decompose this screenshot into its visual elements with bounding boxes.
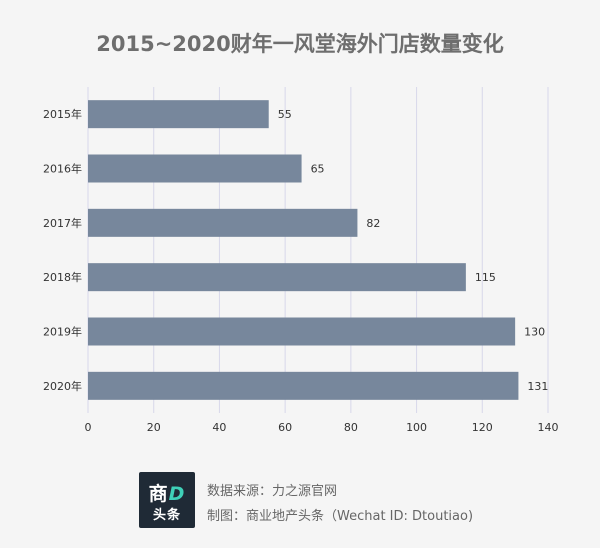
chart-credit-note: 制图：商业地产头条（Wechat ID: Dtoutiao) [207,509,474,524]
y-tick-label: 2017年 [43,216,82,230]
grid-lines [87,87,549,413]
data-source-note: 数据来源：力之源官网 [207,484,338,499]
bar-2020年 [88,371,519,400]
x-tick-label: 20 [147,421,161,434]
labels: 0 20 40 60 80 100 120 140 2015年 55 2016年 65 2017年 82 2… [43,107,559,434]
logo-bottom-text: 头条 [152,508,181,523]
x-tick-label: 100 [406,421,427,434]
logo-top-text: 商D [139,479,195,506]
bar-2015年 [88,100,269,129]
bar-2017年 [88,208,358,237]
x-tick-label: 60 [278,421,292,434]
y-tick-label: 2019年 [43,325,82,339]
y-tick-label: 2015年 [43,107,82,121]
y-tick-label: 2020年 [43,379,82,393]
bar-2019年 [88,317,516,346]
x-tick-label: 0 [85,421,92,434]
bar-2018年 [88,263,466,292]
bar-value-label: 130 [524,326,545,339]
bar-value-label: 65 [311,163,325,176]
footer: 商D 头条 数据来源：力之源官网 制图：商业地产头条（Wechat ID: Dt… [139,472,559,530]
brand-logo: 商D 头条 [139,472,195,528]
y-tick-label: 2016年 [43,162,82,176]
y-tick-label: 2018年 [43,270,82,284]
bar-value-label: 131 [527,380,548,393]
x-tick-label: 140 [538,421,559,434]
bar-value-label: 115 [475,271,496,284]
logo-char-shang: 商 [148,483,169,505]
chart-title: 2015~2020财年一风堂海外门店数量变化 [96,32,504,56]
x-tick-label: 40 [212,421,226,434]
bar-value-label: 55 [278,108,292,121]
logo-char-d: D [168,483,186,505]
bar-2016年 [88,154,302,183]
x-tick-label: 120 [472,421,493,434]
x-tick-label: 80 [344,421,358,434]
bars [88,100,519,400]
bar-value-label: 82 [366,217,380,230]
